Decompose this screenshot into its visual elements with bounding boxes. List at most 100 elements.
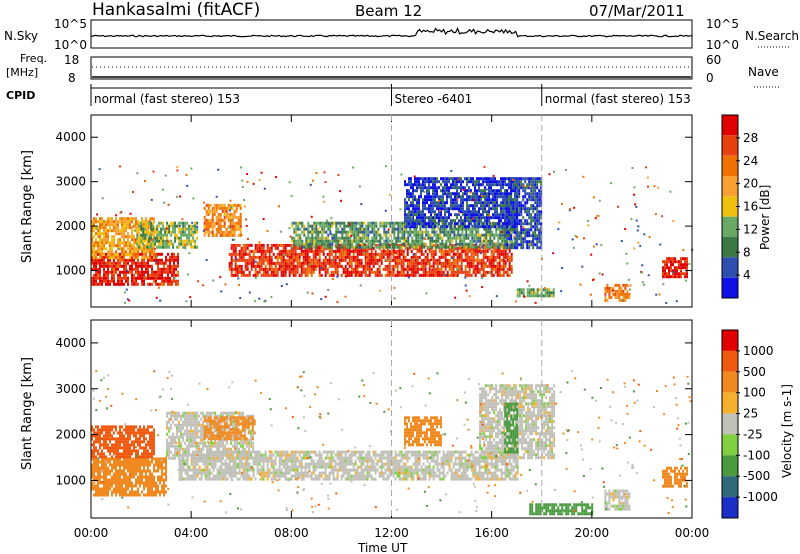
noise-right-tick-bottom: 10^0 xyxy=(706,38,739,52)
power-y-axis: 1000 2000 3000 4000 xyxy=(55,130,692,278)
velocity-panel: 1000 2000 3000 4000 Slant Range [km] xyxy=(20,319,693,519)
colorbar-tick-label: -500 xyxy=(743,469,770,483)
cpid-segment-label: normal (fast stereo) 153 xyxy=(94,92,240,106)
colorbar-tick-label: 100 xyxy=(743,386,766,400)
noise-left-tick-top: 10^5 xyxy=(54,17,87,31)
scatter-region xyxy=(91,457,167,497)
colorbar-swatch xyxy=(722,455,738,477)
velocity-data xyxy=(91,370,692,516)
noise-left-tick-bottom: 10^0 xyxy=(54,38,87,52)
colorbar-tick-label: -1000 xyxy=(743,490,778,504)
colorbar-tick-label: 25 xyxy=(743,407,758,421)
cpid-segment-label: Stereo -6401 xyxy=(395,92,473,106)
colorbar-swatch xyxy=(722,115,738,136)
scatter-region xyxy=(404,416,442,447)
power-ylabel: Slant Range [km] xyxy=(20,150,35,263)
velocity-y-axis: 1000 2000 3000 4000 xyxy=(55,336,692,487)
y-tick-label: 1000 xyxy=(55,473,86,487)
cpid-label: CPID xyxy=(6,89,35,102)
x-tick-label: 00:00 xyxy=(675,526,710,540)
time-axis: 00:00 04:00 08:00 12:00 16:00 20:00 00:00 xyxy=(74,115,710,540)
colorbar-swatch xyxy=(722,237,738,258)
power-panel: 1000 2000 3000 4000 Slant Range [km] xyxy=(20,114,694,308)
colorbar-swatch xyxy=(722,176,738,197)
colorbar-swatch xyxy=(722,277,738,298)
scatter-region xyxy=(91,425,155,459)
colorbar-swatch xyxy=(722,497,738,518)
colorbar-tick-label: 4 xyxy=(743,268,751,282)
scatter-region xyxy=(604,283,631,302)
scatter-region xyxy=(516,288,555,298)
colorbar-swatch xyxy=(722,350,738,372)
y-tick-label: 4000 xyxy=(55,336,86,350)
colorbar-swatch xyxy=(722,135,738,156)
noise-left-label: N.Sky xyxy=(4,29,38,43)
freq-unit: [MHz] xyxy=(6,66,38,79)
colorbar-tick-label: 16 xyxy=(743,200,758,214)
power-colorbar-label: Power [dB] xyxy=(758,185,772,250)
nave-tick-top: 60 xyxy=(706,53,721,67)
noise-right-tick-top: 10^5 xyxy=(706,17,739,31)
y-tick-label: 3000 xyxy=(55,382,86,396)
nave-tick-bottom: 0 xyxy=(706,71,714,85)
colorbar-swatch xyxy=(722,257,738,278)
freq-tick-top: 18 xyxy=(64,53,79,67)
colorbar-tick-label: 12 xyxy=(743,222,758,236)
noise-trace xyxy=(90,27,693,38)
colorbar-swatch xyxy=(722,196,738,217)
y-tick-label: 3000 xyxy=(55,175,86,189)
colorbar-swatch xyxy=(722,476,738,498)
colorbar-tick-label: -100 xyxy=(743,448,770,462)
date-title: 07/Mar/2011 xyxy=(589,2,685,20)
colorbar-tick-label: 20 xyxy=(743,177,758,191)
scatter-region xyxy=(228,243,513,277)
x-tick-label: 16:00 xyxy=(474,526,509,540)
x-axis-label: Time UT xyxy=(357,541,408,554)
x-tick-label: 12:00 xyxy=(374,526,409,540)
scatter-region xyxy=(178,450,519,481)
frequency-panel: Freq. [MHz] 18 8 60 0 Nave xyxy=(6,52,780,88)
power-colorbar: 4 8 12 16 20 24 28 xyxy=(721,114,758,299)
power-data xyxy=(91,165,694,304)
colorbar-swatch xyxy=(722,216,738,237)
colorbar-swatch xyxy=(722,413,738,435)
velocity-colorbar: -1000 -500 -100 -25 25 100 500 1000 xyxy=(721,329,778,519)
colorbar-tick-label: 8 xyxy=(743,245,751,259)
colorbar-swatch xyxy=(722,155,738,176)
x-tick-label: 00:00 xyxy=(74,526,109,540)
colorbar-swatch xyxy=(722,392,738,414)
scatter-region xyxy=(529,503,594,516)
noise-panel: N.Sky 10^5 10^0 10^5 10^0 N.Search xyxy=(4,17,799,52)
scatter-region xyxy=(662,257,688,279)
sparse-echoes xyxy=(92,370,692,514)
colorbar-swatch xyxy=(722,434,738,456)
colorbar-swatch xyxy=(722,371,738,393)
x-tick-label: 20:00 xyxy=(575,526,610,540)
scatter-region xyxy=(203,416,256,441)
station-title: Hankasalmi (fitACF) xyxy=(92,0,260,20)
freq-tick-bottom: 8 xyxy=(68,71,76,85)
cpid-segment-label: normal (fast stereo) 153 xyxy=(545,92,691,106)
colorbar-tick-label: 500 xyxy=(743,365,766,379)
beam-title: Beam 12 xyxy=(355,2,422,20)
noise-right-label: N.Search xyxy=(745,29,799,43)
sparse-echoes xyxy=(95,165,694,304)
colorbar-swatch xyxy=(722,330,738,351)
velocity-colorbar-label: Velocity [m s-1] xyxy=(780,384,794,478)
x-tick-label: 08:00 xyxy=(274,526,309,540)
scatter-region xyxy=(604,489,631,511)
velocity-ylabel: Slant Range [km] xyxy=(20,357,35,470)
y-tick-label: 4000 xyxy=(55,130,86,144)
scatter-region xyxy=(504,402,519,454)
colorbar-tick-label: -25 xyxy=(743,427,763,441)
nave-label: Nave xyxy=(748,65,779,79)
cpid-bar: normal (fast stereo) 153 Stereo -6401 norm… xyxy=(90,84,692,106)
y-tick-label: 2000 xyxy=(55,219,86,233)
x-tick-label: 04:00 xyxy=(174,526,209,540)
y-tick-label: 2000 xyxy=(55,428,86,442)
freq-label: Freq. xyxy=(20,52,47,65)
colorbar-tick-label: 28 xyxy=(743,131,758,145)
colorbar-tick-label: 24 xyxy=(743,154,758,168)
y-tick-label: 1000 xyxy=(55,264,86,278)
